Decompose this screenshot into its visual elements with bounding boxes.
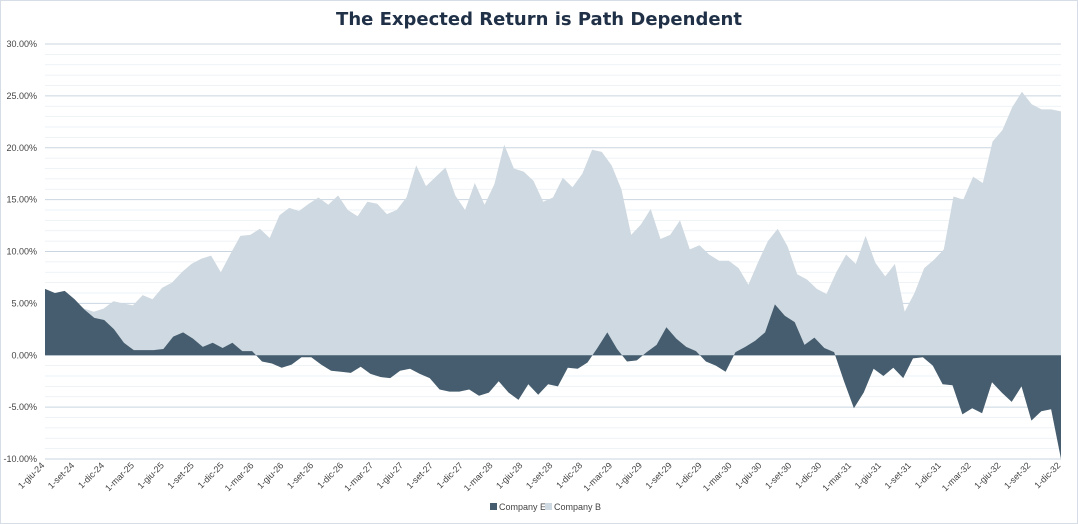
x-tick-label: 1-set-26 (285, 460, 315, 490)
x-tick-label: 1-giu-29 (614, 460, 644, 490)
x-tick-label: 1-dic-27 (435, 460, 465, 490)
area-company-e (45, 288, 1061, 459)
x-tick-label: 1-mar-26 (223, 460, 256, 493)
x-tick-label: 1-set-24 (46, 460, 76, 490)
legend: Company E Company B (490, 502, 601, 512)
x-tick-label: 1-giu-31 (853, 460, 883, 490)
x-tick-label: 1-giu-32 (972, 460, 1002, 490)
x-tick-label: 1-dic-26 (315, 460, 345, 490)
legend-swatch-company-e (490, 503, 497, 510)
y-tick-label: -5.00% (8, 402, 37, 412)
x-tick-label: 1-dic-28 (554, 460, 584, 490)
x-tick-label: 1-giu-30 (733, 460, 763, 490)
y-tick-label: 0.00% (11, 350, 37, 360)
x-tick-label: 1-mar-32 (940, 460, 973, 493)
y-tick-label: -10.00% (3, 454, 37, 464)
x-tick-label: 1-giu-25 (136, 460, 166, 490)
y-tick-label: 20.00% (6, 143, 37, 153)
y-axis: 30.00% 25.00% 20.00% 15.00% 10.00% 5.00% 0.00%… (3, 39, 37, 464)
legend-swatch-company-b (545, 503, 552, 510)
y-tick-label: 30.00% (6, 39, 37, 49)
x-tick-label: 1-set-32 (1002, 460, 1032, 490)
x-tick-label: 1-set-29 (644, 460, 674, 490)
x-tick-label: 1-set-25 (165, 460, 195, 490)
x-tick-label: 1-giu-26 (255, 460, 285, 490)
x-tick-label: 1-dic-30 (793, 460, 823, 490)
x-tick-label: 1-giu-28 (494, 460, 524, 490)
x-tick-label: 1-mar-31 (820, 460, 853, 493)
x-tick-label: 1-dic-31 (913, 460, 943, 490)
x-tick-label: 1-mar-28 (462, 460, 495, 493)
legend-label-company-b: Company B (554, 502, 601, 512)
chart-title: The Expected Return is Path Dependent (336, 9, 742, 30)
x-tick-label: 1-dic-29 (674, 460, 704, 490)
x-tick-label: 1-mar-25 (103, 460, 136, 493)
x-tick-label: 1-dic-32 (1032, 460, 1062, 490)
area-company-b (45, 91, 1061, 356)
y-tick-label: 10.00% (6, 247, 37, 257)
x-tick-label: 1-set-30 (763, 460, 793, 490)
legend-label-company-e: Company E (499, 502, 546, 512)
x-tick-label: 1-dic-25 (196, 460, 226, 490)
x-tick-label: 1-mar-27 (342, 460, 375, 493)
x-tick-label: 1-set-28 (524, 460, 554, 490)
x-tick-label: 1-mar-29 (581, 460, 614, 493)
x-tick-label: 1-set-27 (404, 460, 434, 490)
y-tick-label: 5.00% (11, 298, 37, 308)
x-tick-label: 1-mar-30 (701, 460, 734, 493)
y-tick-label: 15.00% (6, 195, 37, 205)
series-areas (45, 91, 1061, 459)
x-tick-label: 1-giu-24 (16, 460, 46, 490)
y-tick-label: 25.00% (6, 91, 37, 101)
x-tick-label: 1-giu-27 (375, 460, 405, 490)
x-tick-label: 1-dic-24 (76, 460, 106, 490)
x-axis: 1-giu-24 1-set-24 1-dic-241-mar-25 1-giu-25… (16, 460, 1062, 493)
x-tick-label: 1-set-31 (883, 460, 913, 490)
